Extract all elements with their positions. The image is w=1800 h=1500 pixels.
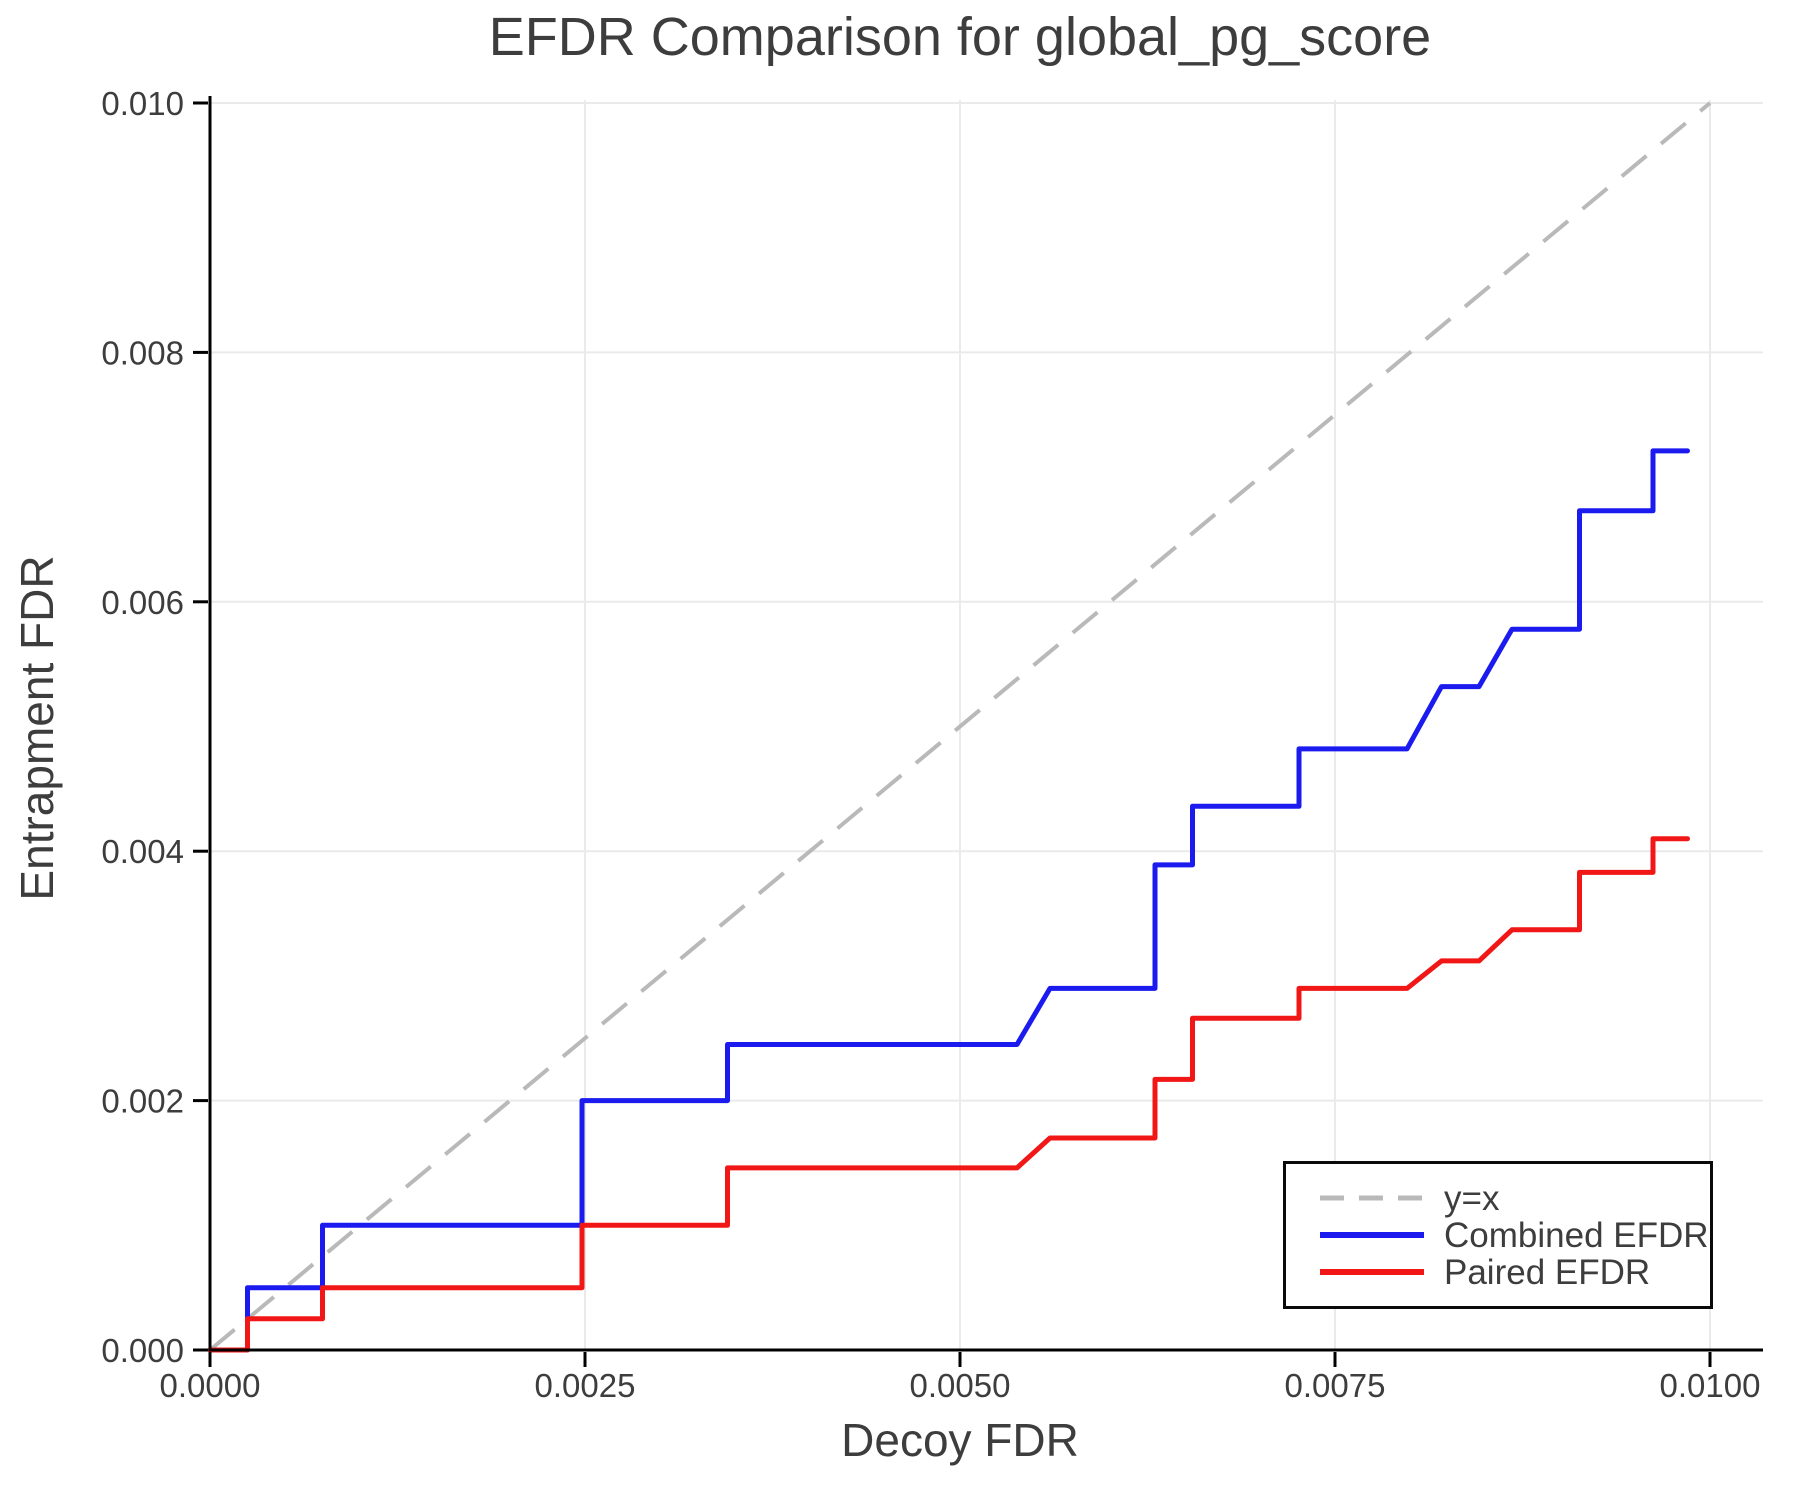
x-tick-label: 0.0100 [1660, 1367, 1761, 1404]
legend-item-y-x: y=x [1320, 1180, 1710, 1217]
series-line-combined-efdr [207, 448, 1690, 1353]
legend-label: Paired EFDR [1444, 1252, 1651, 1292]
y-tick-label: 0.004 [101, 833, 184, 870]
x-tick-label: 0.0075 [1285, 1367, 1386, 1404]
x-tick-label: 0.0000 [160, 1367, 261, 1404]
legend-label: y=x [1444, 1178, 1500, 1218]
legend-line-sample [1320, 1232, 1424, 1238]
y-tick-label: 0.008 [101, 334, 184, 371]
legend-item-paired-efdr: Paired EFDR [1320, 1254, 1710, 1291]
chart-title: EFDR Comparison for global_pg_score [488, 7, 1432, 67]
series-line-y-x [208, 101, 1712, 1352]
y-tick-label: 0.000 [101, 1332, 184, 1369]
y-tick-label: 0.010 [101, 85, 184, 122]
y-tick-label: 0.006 [101, 584, 184, 621]
y-tick-label: 0.002 [101, 1083, 184, 1120]
x-tick-label: 0.0025 [535, 1367, 636, 1404]
legend: y=x Combined EFDR Paired EFDR [1283, 1161, 1713, 1309]
x-tick-label: 0.0050 [910, 1367, 1011, 1404]
y-axis-title: Entrapment FDR [11, 555, 63, 901]
legend-item-combined-efdr: Combined EFDR [1320, 1217, 1710, 1254]
legend-label: Combined EFDR [1444, 1215, 1709, 1255]
legend-line-sample [1320, 1195, 1424, 1201]
series-line-paired-efdr [207, 836, 1690, 1353]
x-axis-title: Decoy FDR [841, 1414, 1079, 1466]
legend-line-sample [1320, 1269, 1424, 1275]
